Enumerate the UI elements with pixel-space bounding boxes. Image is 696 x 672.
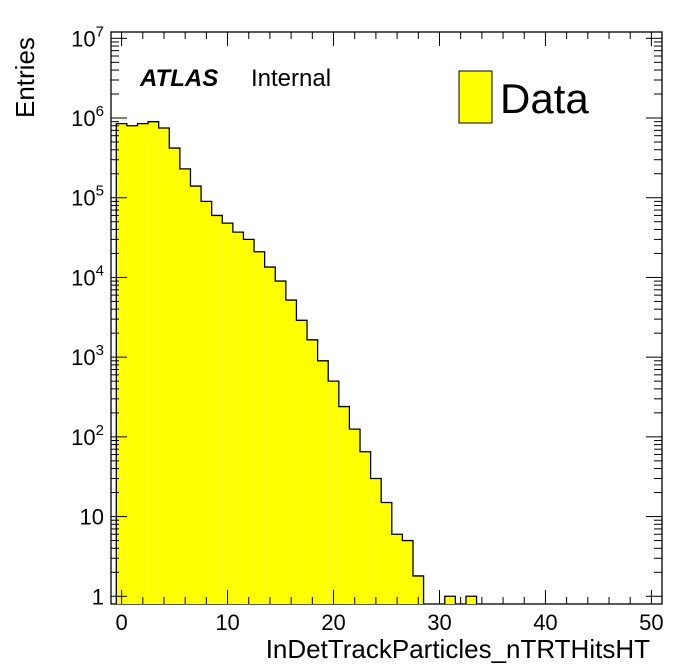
histogram-bar bbox=[285, 300, 297, 604]
x-tick-label: 50 bbox=[639, 610, 663, 635]
histogram-bar bbox=[307, 339, 318, 604]
histogram-bars bbox=[115, 121, 478, 605]
x-tick-label: 10 bbox=[215, 610, 239, 635]
histogram-bar bbox=[126, 125, 138, 604]
y-tick-label: 106 bbox=[71, 103, 104, 131]
y-tick-label: 107 bbox=[71, 23, 104, 51]
histogram-bar bbox=[243, 239, 255, 604]
y-tick-label: 10 bbox=[80, 505, 104, 530]
atlas-label: ATLAS bbox=[139, 65, 218, 92]
y-axis-ticks: 1 10 102 103 104 105 106 107 bbox=[71, 23, 662, 609]
histogram-bar bbox=[391, 534, 403, 604]
x-axis-ticks: 0 10 20 30 40 50 bbox=[115, 32, 664, 635]
histogram-outline bbox=[115, 121, 478, 604]
y-tick-label: 103 bbox=[71, 342, 104, 370]
x-tick-label: 20 bbox=[321, 610, 345, 635]
histogram-bar bbox=[296, 320, 308, 604]
legend-label: Data bbox=[500, 75, 589, 122]
histogram-bar bbox=[264, 267, 276, 604]
histogram-bar bbox=[232, 232, 244, 604]
histogram-bar bbox=[370, 478, 382, 604]
histogram-bar bbox=[179, 168, 191, 604]
y-tick-label: 105 bbox=[71, 183, 104, 211]
histogram-bar bbox=[222, 223, 233, 605]
y-axis-label: Entries bbox=[10, 37, 40, 118]
histogram-bar bbox=[349, 429, 361, 604]
y-tick-label: 104 bbox=[71, 262, 104, 290]
histogram-bar bbox=[169, 148, 180, 604]
histogram-bar bbox=[444, 596, 456, 604]
histogram-bar bbox=[211, 215, 223, 605]
x-tick-label: 30 bbox=[427, 610, 451, 635]
internal-label: Internal bbox=[251, 65, 331, 92]
histogram-bar bbox=[328, 381, 339, 604]
histogram-bar bbox=[402, 540, 413, 604]
histogram-bar bbox=[116, 123, 127, 605]
histogram-bar bbox=[275, 281, 286, 604]
histogram-bar bbox=[190, 186, 202, 605]
histogram-bar bbox=[381, 502, 392, 604]
x-tick-label: 40 bbox=[533, 610, 557, 635]
histogram-bar bbox=[148, 121, 159, 604]
legend-swatch bbox=[458, 70, 493, 124]
y-tick-label: 102 bbox=[71, 422, 104, 450]
histogram-bar bbox=[317, 360, 329, 604]
histogram-bar bbox=[412, 575, 424, 604]
histogram-bar bbox=[158, 127, 170, 604]
histogram-bar bbox=[360, 451, 371, 604]
y-tick-label: 1 bbox=[92, 584, 104, 609]
histogram-bar bbox=[465, 596, 477, 604]
x-tick-label: 0 bbox=[115, 610, 127, 635]
histogram-bar bbox=[338, 406, 350, 604]
histogram-bar bbox=[201, 201, 212, 604]
histogram-bar bbox=[254, 251, 265, 604]
x-axis-label: InDetTrackParticles_nTRTHitsHT bbox=[266, 634, 650, 664]
histogram-bar bbox=[137, 123, 149, 605]
